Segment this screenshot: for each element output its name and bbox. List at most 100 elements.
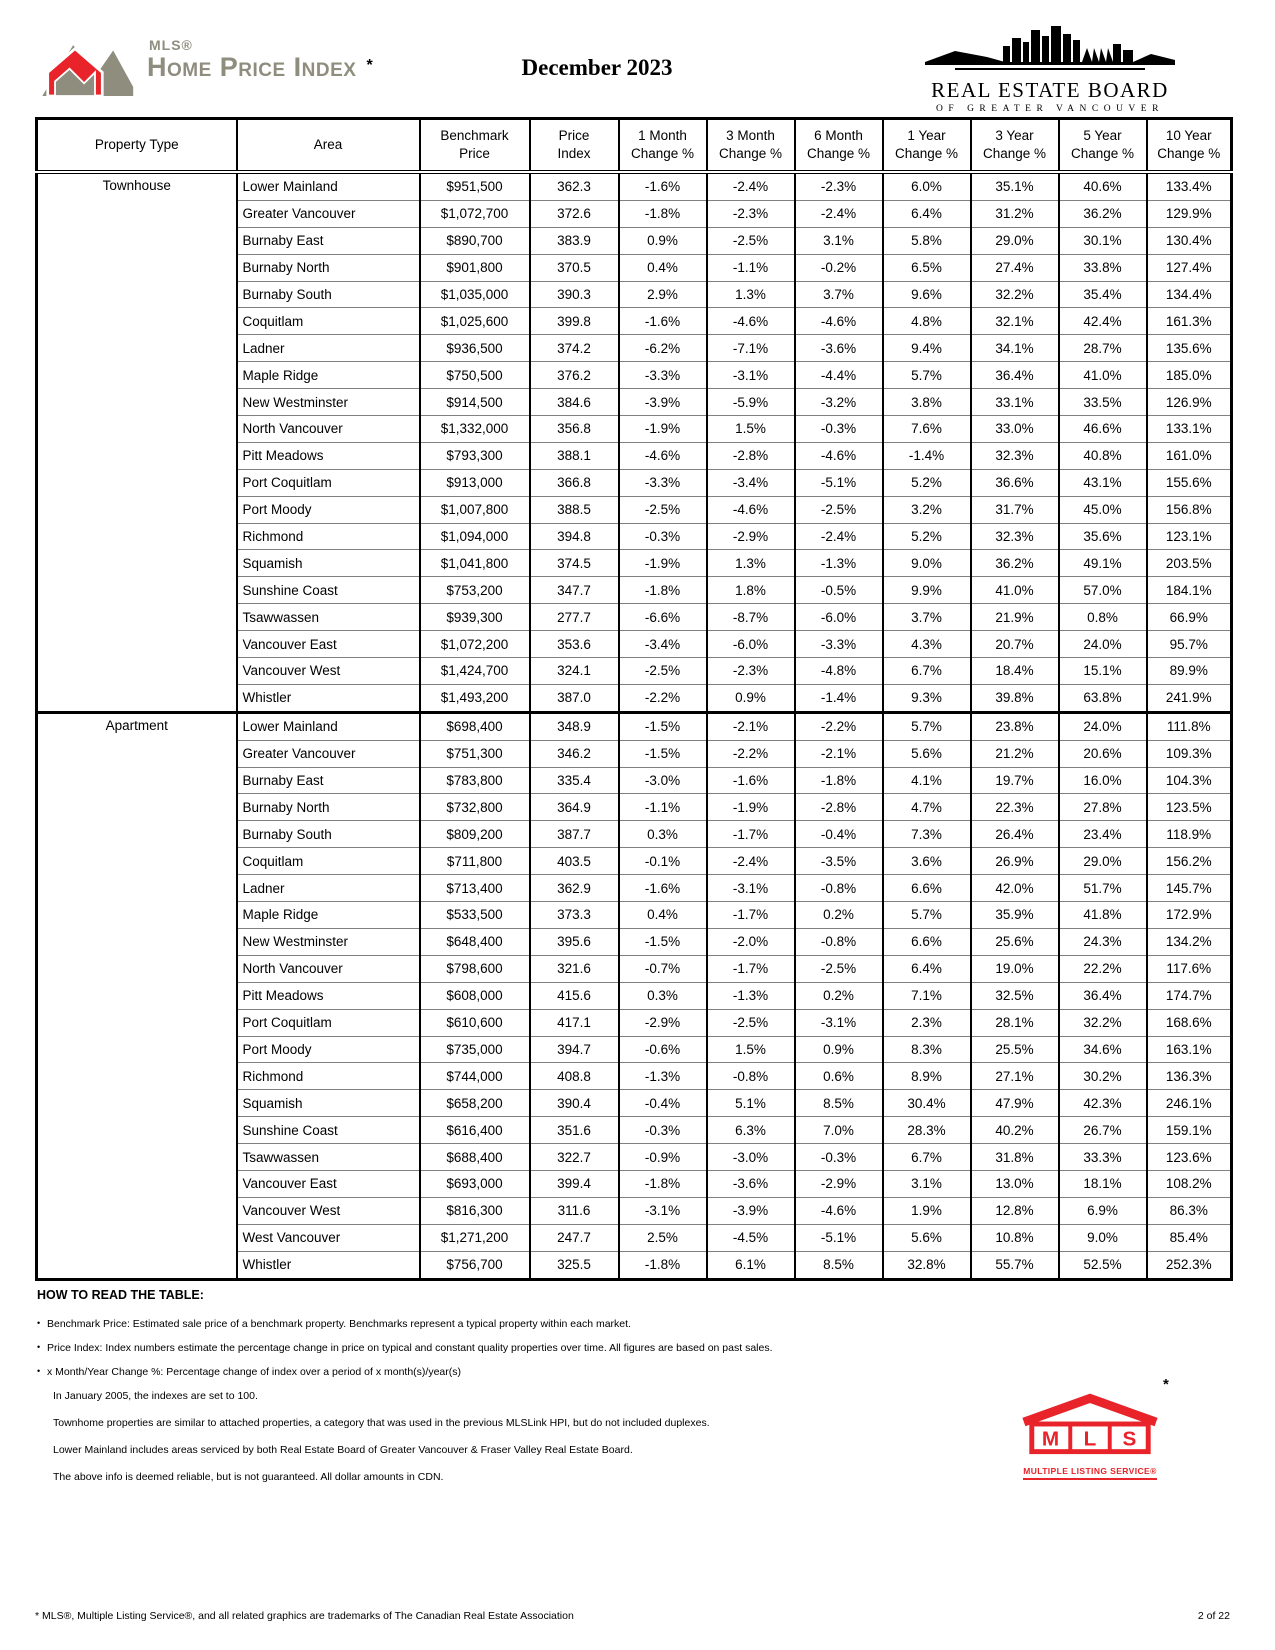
value-cell: 399.4 — [528, 1169, 619, 1198]
value-cell: -4.8% — [793, 657, 883, 685]
value-cell: $1,035,000 — [418, 280, 530, 308]
value-cell: 0.4% — [617, 901, 707, 929]
notes-section: HOW TO READ THE TABLE: Benchmark Price: … — [37, 1288, 967, 1498]
value-cell: 8.5% — [793, 1250, 883, 1280]
area-cell: Maple Ridge — [235, 901, 420, 929]
mls-logo: M L S MULTIPLE LISTING SERVICE® — [1015, 1392, 1165, 1480]
value-cell: 36.4% — [969, 361, 1059, 389]
value-cell: 43.1% — [1057, 468, 1147, 497]
value-cell: $1,025,600 — [418, 307, 530, 335]
mls-caption: MULTIPLE LISTING SERVICE® — [1023, 1466, 1157, 1480]
value-cell: -8.7% — [705, 603, 795, 631]
value-cell: 52.5% — [1057, 1250, 1147, 1280]
value-cell: 6.9% — [1057, 1196, 1147, 1225]
value-cell: $1,493,200 — [418, 683, 530, 713]
area-cell: Sunshine Coast — [235, 576, 420, 604]
value-cell: 374.5 — [528, 549, 619, 577]
value-cell: 33.8% — [1057, 253, 1147, 282]
value-cell: -0.6% — [617, 1035, 707, 1063]
value-cell: 3.8% — [881, 388, 971, 416]
table-row: New Westminster $914,500 384.6 -3.9% -5.9% -3… — [37, 388, 1232, 416]
value-cell: -4.6% — [793, 1196, 883, 1225]
table-row: North Vancouver $1,332,000 356.8 -1.9% 1.5% -… — [37, 415, 1232, 443]
value-cell: -1.6% — [617, 874, 707, 902]
value-cell: 0.3% — [617, 820, 707, 848]
value-cell: -3.2% — [793, 388, 883, 416]
table-row: Vancouver East $693,000 399.4 -1.8% -3.6% -2.… — [37, 1169, 1232, 1198]
area-cell: Coquitlam — [235, 307, 420, 335]
value-cell: 9.0% — [1057, 1223, 1147, 1252]
table-row: Sunshine Coast $753,200 347.7 -1.8% 1.8% -0.5… — [37, 576, 1232, 604]
value-cell: 34.6% — [1057, 1035, 1147, 1063]
value-cell: 1.3% — [705, 549, 795, 577]
value-cell: 0.9% — [617, 226, 707, 255]
value-cell: 203.5% — [1145, 549, 1232, 577]
value-cell: 387.0 — [528, 683, 619, 713]
value-cell: -1.1% — [705, 253, 795, 282]
area-cell: New Westminster — [235, 388, 420, 416]
value-cell: 0.4% — [617, 253, 707, 282]
area-cell: Burnaby North — [235, 793, 420, 821]
area-cell: North Vancouver — [235, 415, 420, 443]
value-cell: 41.0% — [1057, 361, 1147, 389]
value-cell: $648,400 — [418, 927, 530, 956]
table-header: Property Type Area Benchmark Price Price In… — [35, 118, 1232, 174]
value-cell: 117.6% — [1145, 954, 1232, 983]
area-cell: Whistler — [235, 1250, 420, 1280]
mls-letter-s: S — [1123, 1428, 1137, 1451]
value-cell: 156.2% — [1145, 847, 1232, 875]
column-header: 1 Year Change % — [881, 118, 971, 174]
value-cell: 161.3% — [1145, 307, 1232, 335]
value-cell: -1.8% — [617, 199, 707, 228]
value-cell: -2.4% — [705, 170, 795, 201]
value-cell: 408.8 — [528, 1062, 619, 1090]
column-header: 3 Year Change % — [969, 118, 1059, 174]
value-cell: 20.6% — [1057, 739, 1147, 768]
value-cell: 3.7% — [881, 603, 971, 631]
value-cell: $1,094,000 — [418, 522, 530, 550]
value-cell: $793,300 — [418, 441, 530, 470]
value-cell: 40.6% — [1057, 170, 1147, 201]
value-cell: 347.7 — [528, 576, 619, 604]
value-cell: 161.0% — [1145, 441, 1232, 470]
value-cell: 22.2% — [1057, 954, 1147, 983]
hpi-asterisk: * — [366, 57, 373, 74]
report-date-title: December 2023 — [521, 55, 673, 80]
table-row: West Vancouver $1,271,200 247.7 2.5% -4.5% -5… — [37, 1223, 1232, 1252]
value-cell: 6.1% — [705, 1250, 795, 1280]
value-cell: 145.7% — [1145, 874, 1232, 902]
value-cell: -0.3% — [617, 522, 707, 550]
value-cell: 40.8% — [1057, 441, 1147, 470]
value-cell: -4.4% — [793, 361, 883, 389]
value-cell: 24.0% — [1057, 710, 1147, 741]
value-cell: -3.1% — [705, 361, 795, 389]
value-cell: 394.7 — [528, 1035, 619, 1063]
value-cell: -1.7% — [705, 901, 795, 929]
value-cell: -0.1% — [617, 847, 707, 875]
area-cell: Sunshine Coast — [235, 1116, 420, 1144]
value-cell: $1,271,200 — [418, 1223, 530, 1252]
value-cell: -2.2% — [705, 739, 795, 768]
value-cell: 18.4% — [969, 657, 1059, 685]
value-cell: 28.1% — [969, 1008, 1059, 1036]
value-cell: 33.3% — [1057, 1143, 1147, 1171]
value-cell: 0.9% — [705, 683, 795, 713]
value-cell: 86.3% — [1145, 1196, 1232, 1225]
value-cell: 45.0% — [1057, 495, 1147, 524]
value-cell: $753,200 — [418, 576, 530, 604]
notes-bullet-list: Benchmark Price: Estimated sale price of… — [37, 1318, 967, 1378]
value-cell: -4.6% — [793, 307, 883, 335]
value-cell: 20.7% — [969, 630, 1059, 658]
value-cell: 28.7% — [1057, 334, 1147, 362]
table-row: Squamish $1,041,800 374.5 -1.9% 1.3% -1.3% 9.0… — [37, 549, 1232, 577]
value-cell: -5.1% — [793, 468, 883, 497]
rebgv-logo: REAL ESTATE BOARD OF GREATER VANCOUVER — [925, 24, 1175, 114]
page-number: 2 of 22 — [1197, 1610, 1230, 1622]
table-row: Burnaby East $890,700 383.9 0.9% -2.5% 3.1% 5.… — [37, 226, 1232, 255]
value-cell: 184.1% — [1145, 576, 1232, 604]
value-cell: -3.3% — [793, 630, 883, 658]
table-row: New Westminster $648,400 395.6 -1.5% -2.0% -0… — [37, 927, 1232, 956]
value-cell: -6.2% — [617, 334, 707, 362]
table-row: Whistler $756,700 325.5 -1.8% 6.1% 8.5% 32.8% 5… — [37, 1250, 1232, 1280]
value-cell: $1,424,700 — [418, 657, 530, 685]
